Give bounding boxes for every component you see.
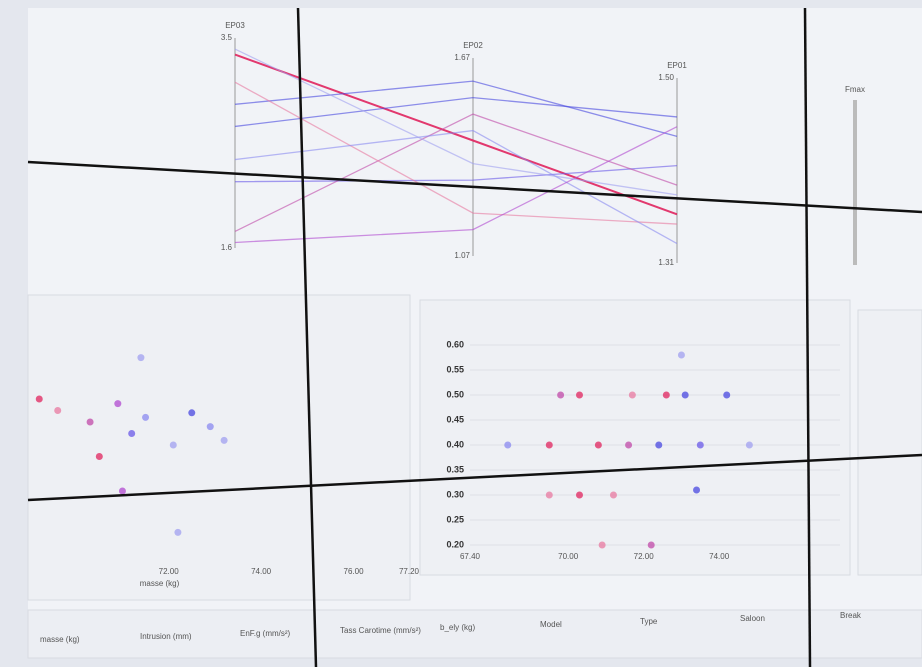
point (54, 407, 62, 414)
filter-label[interactable]: Break (840, 611, 862, 620)
filter-label[interactable]: Saloon (740, 614, 765, 623)
axis-bottom: 1.6 (221, 243, 233, 252)
point (86, 418, 94, 426)
y-tick-label: 0.55 (446, 364, 464, 374)
left-panel (27, 294, 411, 601)
axis-name: EP03 (225, 21, 245, 30)
point (575, 391, 583, 399)
y-tick-label: 0.20 (446, 539, 464, 549)
x-tick-label: 74.00 (251, 567, 272, 576)
y-tick-label: 0.35 (446, 464, 464, 474)
data-line (234, 126, 678, 244)
y-tick-label: 0.60 (446, 339, 464, 349)
point (137, 354, 145, 362)
data-line (234, 80, 678, 138)
point (95, 453, 103, 460)
point (118, 487, 126, 495)
axis-name: EP01 (667, 61, 687, 70)
point (545, 491, 553, 499)
point (628, 391, 636, 399)
data-line (234, 96, 678, 128)
filter-label[interactable]: b_ely (kg) (440, 623, 475, 632)
filter-bar (27, 609, 922, 659)
axis-top: 1.50 (658, 73, 674, 82)
bezel (296, 7, 318, 667)
filter-label[interactable]: Type (640, 617, 658, 626)
point (504, 441, 512, 449)
point (723, 391, 731, 399)
point (545, 441, 553, 449)
right-panel (857, 309, 922, 576)
point (745, 441, 753, 449)
axis-bottom: 1.31 (658, 258, 674, 267)
point (598, 541, 606, 549)
filter-label[interactable]: Model (540, 620, 562, 629)
x-tick-label: 74.00 (709, 552, 730, 561)
x-tick-label: 72.00 (634, 552, 655, 561)
filter-label[interactable]: masse (kg) (40, 635, 80, 644)
point (557, 391, 565, 399)
data-line (234, 164, 678, 183)
plots: EP03 3.5 1.6 EP02 1.67 1.07 EP01 1.50 1.31 Fmax 72… (35, 21, 865, 644)
point (169, 441, 177, 449)
x-axis-label: masse (kg) (140, 579, 180, 588)
x-tick-label: 70.00 (558, 552, 579, 561)
data-line (234, 48, 678, 196)
point (142, 413, 150, 421)
point (662, 391, 670, 399)
y-tick-label: 0.50 (446, 389, 464, 399)
bezel (27, 453, 922, 502)
point (681, 391, 689, 399)
point (696, 441, 704, 449)
y-tick-label: 0.30 (446, 489, 464, 499)
bezel (803, 7, 812, 667)
filter-label[interactable]: Tass Carotime (mm/s²) (340, 626, 421, 635)
point (114, 400, 122, 408)
point (655, 441, 663, 449)
point (647, 541, 655, 549)
point (693, 486, 701, 494)
x-tick-label: 76.00 (344, 567, 365, 576)
axis-top: 3.5 (221, 33, 233, 42)
point (35, 395, 43, 403)
point (188, 409, 196, 417)
point (677, 351, 685, 359)
filter-label[interactable]: Intrusion (mm) (140, 632, 192, 641)
point (128, 430, 136, 437)
filter-label[interactable]: EnF.g (mm/s²) (240, 629, 291, 638)
mid-panel (419, 299, 851, 576)
x-tick-label: 67.40 (460, 552, 481, 561)
y-tick-label: 0.40 (446, 439, 464, 449)
bezel (27, 160, 922, 214)
data-line (234, 53, 678, 216)
bezels (27, 7, 922, 667)
point (609, 491, 617, 499)
point (625, 441, 633, 449)
y-tick-label: 0.45 (446, 414, 464, 424)
data-line (234, 129, 678, 245)
point (575, 491, 583, 499)
point (206, 423, 214, 431)
axis-top: 1.67 (454, 53, 470, 62)
point (594, 441, 602, 449)
point (174, 528, 182, 536)
axis-name: EP02 (463, 41, 483, 50)
x-tick-label: 72.00 (159, 567, 180, 576)
axis-bottom: 1.07 (454, 251, 470, 260)
x-tick-label: 77.20 (399, 567, 420, 576)
extra-axis-name: Fmax (845, 85, 865, 94)
data-line (234, 81, 678, 225)
y-tick-label: 0.25 (446, 514, 464, 524)
point (220, 436, 228, 444)
